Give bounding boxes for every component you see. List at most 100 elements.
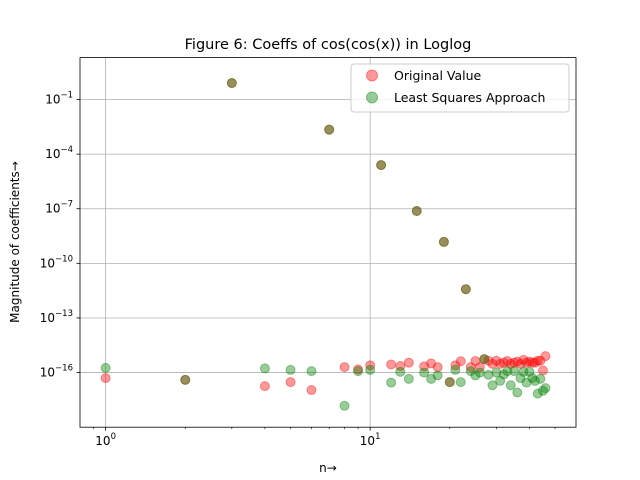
point-s0-44 — [537, 365, 548, 376]
point-s0-40 — [527, 357, 538, 368]
series-1 — [100, 78, 551, 411]
point-s1-45 — [540, 383, 551, 394]
point-s0-37 — [518, 354, 529, 365]
point-s0-5 — [306, 385, 317, 396]
point-s1-30 — [495, 375, 506, 386]
point-s0-28 — [487, 358, 498, 369]
x-axis-label: n→ — [319, 461, 337, 475]
point-s0-18 — [438, 236, 449, 247]
point-s0-36 — [515, 358, 526, 369]
point-s1-35 — [512, 387, 523, 398]
point-s0-11 — [386, 359, 397, 370]
point-s1-44 — [537, 385, 548, 396]
point-s0-26 — [479, 354, 490, 365]
point-s1-37 — [518, 366, 529, 377]
point-s1-0 — [100, 362, 111, 373]
point-s0-27 — [483, 355, 494, 366]
point-s1-20 — [450, 364, 461, 375]
point-s1-28 — [487, 380, 498, 391]
point-s0-25 — [474, 362, 485, 373]
point-s1-19 — [444, 377, 455, 388]
point-s1-13 — [403, 373, 414, 384]
point-s1-26 — [479, 354, 490, 365]
point-s0-29 — [491, 355, 502, 366]
point-s0-1 — [180, 374, 191, 385]
point-s0-23 — [465, 362, 476, 373]
point-s0-45 — [540, 351, 551, 362]
point-s0-33 — [505, 358, 516, 369]
point-s0-38 — [521, 357, 532, 368]
point-s1-34 — [509, 366, 520, 377]
point-s1-15 — [419, 367, 430, 378]
legend-frame — [350, 63, 570, 113]
chart-title: Figure 6: Coeffs of cos(cos(x)) in Loglo… — [185, 37, 472, 53]
plot-area-frame — [79, 57, 577, 428]
point-s0-43 — [535, 355, 546, 366]
point-s0-17 — [432, 362, 443, 373]
point-s0-39 — [524, 356, 535, 367]
point-s1-9 — [365, 364, 376, 375]
point-s1-11 — [386, 377, 397, 388]
point-s0-22 — [460, 284, 471, 295]
point-s0-12 — [395, 360, 406, 371]
legend-marker-original — [366, 69, 378, 82]
point-s1-17 — [432, 370, 443, 381]
point-s1-16 — [426, 373, 437, 384]
point-s1-14 — [411, 206, 422, 217]
legend-label-original: Original Value — [394, 68, 482, 83]
point-s1-43 — [535, 373, 546, 384]
point-s1-21 — [455, 377, 466, 388]
point-s1-18 — [438, 236, 449, 247]
point-s1-27 — [483, 369, 494, 380]
point-s0-24 — [470, 356, 481, 367]
point-s1-39 — [524, 366, 535, 377]
point-s0-6 — [324, 124, 335, 135]
point-s1-4 — [285, 364, 296, 375]
point-s0-42 — [532, 355, 543, 366]
grid — [80, 57, 576, 428]
point-s0-34 — [509, 357, 520, 368]
point-s1-33 — [505, 380, 516, 391]
point-s0-3 — [259, 381, 270, 392]
point-s1-42 — [532, 388, 543, 399]
point-s1-22 — [460, 284, 471, 295]
legend-label-least-squares: Least Squares Approach — [394, 90, 545, 105]
point-s1-6 — [324, 124, 335, 135]
point-s1-8 — [353, 366, 364, 377]
point-s0-41 — [530, 357, 541, 368]
point-s1-41 — [530, 375, 541, 386]
point-s0-21 — [455, 356, 466, 367]
point-s0-7 — [339, 362, 350, 373]
point-s1-36 — [515, 373, 526, 384]
point-s1-5 — [306, 366, 317, 377]
point-s0-10 — [376, 160, 387, 171]
point-s0-2 — [226, 78, 237, 89]
point-s1-40 — [527, 373, 538, 384]
point-s1-10 — [376, 160, 387, 171]
point-s1-3 — [259, 363, 270, 374]
point-s0-20 — [450, 360, 461, 371]
point-s0-4 — [285, 377, 296, 388]
point-s0-19 — [444, 377, 455, 388]
point-s1-29 — [491, 367, 502, 378]
point-s0-31 — [498, 357, 509, 368]
data-points — [100, 78, 551, 411]
point-s1-2 — [226, 78, 237, 89]
point-s1-32 — [502, 366, 513, 377]
point-s0-16 — [426, 358, 437, 369]
y-axis-label: Magnitude of coefficients→ — [8, 161, 22, 323]
point-s1-24 — [470, 370, 481, 381]
point-s0-30 — [495, 358, 506, 369]
point-s0-13 — [403, 357, 414, 368]
point-s0-32 — [502, 356, 513, 367]
point-s1-7 — [339, 400, 350, 411]
point-s0-35 — [512, 356, 523, 367]
legend-marker-least-squares — [366, 91, 378, 104]
point-s1-12 — [395, 366, 406, 377]
point-s0-9 — [365, 360, 376, 371]
point-s0-14 — [411, 206, 422, 217]
point-s1-38 — [521, 377, 532, 388]
point-s0-8 — [353, 364, 364, 375]
point-s1-23 — [465, 366, 476, 377]
